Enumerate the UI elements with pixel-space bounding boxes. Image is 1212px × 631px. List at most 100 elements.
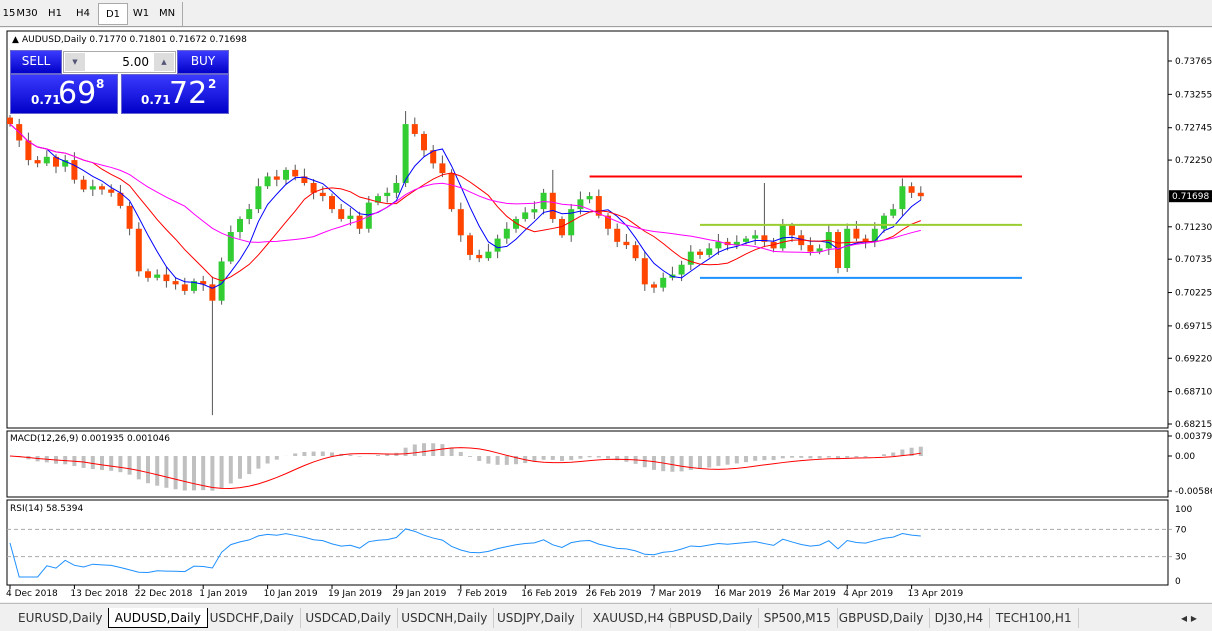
date-label: 26 Feb 2019 [586, 589, 642, 599]
chart-tabs: EURUSD,Daily AUDUSD,Daily USDCHF,Daily USDC… [0, 603, 1212, 631]
increase-lot-icon[interactable]: ▲ [154, 53, 174, 71]
candle [25, 140, 32, 161]
chart-tab[interactable]: USDJPY,Daily [491, 608, 582, 628]
tab-scroll-arrows[interactable]: ◂ ▸ [1181, 611, 1197, 625]
sell-price[interactable]: 0.71 69 8 [10, 74, 118, 114]
candle [789, 225, 795, 236]
macd-bar [652, 456, 656, 470]
macd-bar [716, 456, 721, 466]
macd-signal-line [9, 447, 921, 489]
candle [411, 124, 418, 134]
macd-bar [256, 456, 261, 469]
timeframe-toolbar: 15 M30 H1 H4 D1 W1 MN [0, 0, 1212, 27]
macd-bar [90, 456, 95, 470]
chart-tab[interactable]: USDCNH,Daily [395, 608, 495, 628]
macd-bar [477, 456, 482, 461]
macd-bar [707, 456, 712, 468]
candle [503, 228, 510, 239]
macd-bar [569, 456, 574, 461]
macd-bar [228, 456, 233, 484]
chart-tab[interactable]: AUDUSD,Daily [107, 608, 208, 628]
macd-bar [679, 456, 684, 472]
candle [706, 248, 713, 255]
sell-label: SELL [21, 54, 51, 68]
candle [871, 228, 878, 242]
timeframe-M30[interactable]: M30 [16, 8, 38, 19]
chart-tab[interactable]: USDCAD,Daily [299, 608, 399, 628]
chart-tab[interactable]: DJ30,H4 [929, 608, 991, 628]
timeframe-H4[interactable]: H4 [76, 8, 90, 19]
price-tick-label: 0.68215 [1175, 420, 1212, 430]
macd-bar [210, 456, 215, 491]
candle [761, 235, 768, 242]
candle [126, 205, 133, 229]
macd-bar [247, 456, 252, 475]
macd-bar [615, 456, 620, 461]
candle [439, 163, 446, 174]
price-tick-label: 0.69715 [1175, 322, 1212, 332]
candle [853, 228, 860, 239]
macd-bar [274, 456, 279, 460]
chart-tab[interactable]: GBPUSD,Daily [662, 608, 760, 628]
candle [651, 284, 657, 288]
sell-button[interactable]: SELL [10, 50, 62, 74]
macd-bar [164, 456, 169, 488]
candle [89, 186, 96, 190]
price-tick-label: 0.69220 [1175, 354, 1212, 364]
macd-bar [734, 456, 739, 464]
candle [549, 192, 556, 219]
macd-bar [882, 454, 886, 456]
candle [448, 173, 455, 210]
date-label: 26 Mar 2019 [779, 589, 836, 599]
date-label: 7 Mar 2019 [650, 589, 702, 599]
macd-bar [698, 456, 702, 469]
buy-button[interactable]: BUY [177, 50, 229, 74]
price-tick-label: 0.71230 [1175, 223, 1212, 233]
price-tick-label: 0.70225 [1175, 289, 1212, 299]
candle [108, 189, 115, 193]
decrease-lot-icon[interactable]: ▼ [65, 53, 85, 71]
candle [660, 277, 667, 288]
date-label: 7 Feb 2019 [457, 589, 508, 599]
timeframe-W1[interactable]: W1 [132, 8, 150, 19]
date-label: 29 Jan 2019 [392, 589, 446, 599]
macd-bar [817, 456, 822, 459]
candle [586, 196, 593, 200]
candle [733, 241, 740, 246]
macd-bar [265, 456, 270, 464]
macd-bar [109, 456, 114, 471]
chart-tab[interactable]: TECH100,H1 [990, 608, 1079, 628]
macd-bar [412, 444, 417, 456]
macd-bar [661, 456, 666, 472]
chart-tab[interactable]: SP500,M15 [758, 608, 838, 628]
candle [577, 199, 584, 210]
timeframe-H1[interactable]: H1 [48, 8, 62, 19]
buy-price[interactable]: 0.71 72 2 [121, 74, 229, 114]
moving-average-line [9, 123, 921, 282]
candle [246, 209, 253, 219]
candle [375, 196, 381, 203]
timeframe-D1[interactable]: D1 [98, 3, 128, 25]
macd-bar [468, 456, 472, 457]
chart-tab[interactable]: USDCHF,Daily [204, 608, 301, 628]
macd-bar [100, 456, 104, 470]
timeframe-15[interactable]: 15 [2, 8, 16, 19]
price-tick-label: 0.68710 [1175, 388, 1212, 398]
lot-size-input[interactable]: ▼ 5.00 ▲ [63, 51, 176, 73]
timeframe-MN[interactable]: MN [158, 8, 176, 19]
date-label: 13 Apr 2019 [908, 589, 964, 599]
candle [697, 251, 703, 255]
candle [605, 215, 611, 229]
macd-bar [440, 444, 445, 456]
chart-tab[interactable]: EURUSD,Daily [12, 608, 110, 628]
chart-canvas[interactable]: 0.737650.732550.727450.722500.712300.707… [0, 28, 1212, 602]
chart-tab[interactable]: GBPUSD,Daily [833, 608, 931, 628]
candle [522, 212, 529, 219]
candle [53, 156, 59, 167]
chart-window[interactable]: 0.73765 0.73255 0.72745 0.72250 0.71230 0.707… [0, 28, 1212, 602]
chart-tab[interactable]: XAUUSD,H4 [587, 608, 672, 628]
sell-price-main: 69 [58, 76, 97, 111]
candle [641, 258, 648, 285]
macd-bar [762, 456, 767, 461]
macd-bar [725, 456, 730, 465]
